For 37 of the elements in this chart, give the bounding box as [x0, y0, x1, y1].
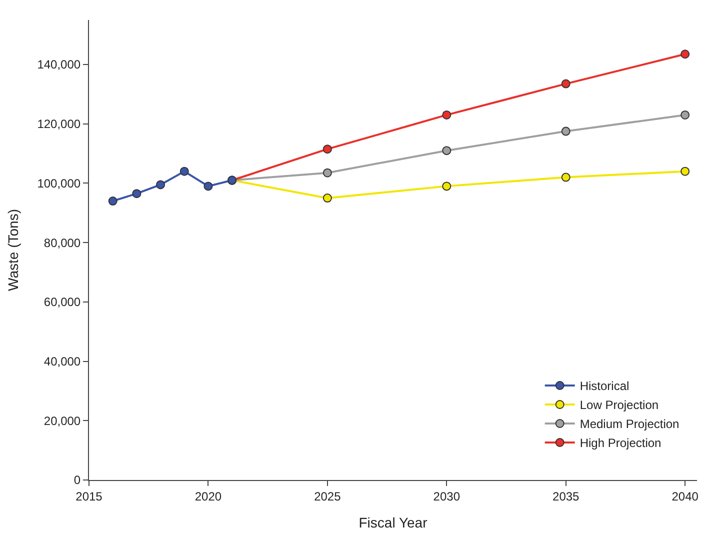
point — [180, 166, 189, 176]
point — [680, 166, 690, 176]
y-axis-title: Waste (Tons) — [4, 209, 21, 291]
point — [561, 172, 570, 182]
point — [561, 79, 570, 88]
x-tick-label: 2030 — [433, 489, 460, 504]
y-tick-label: 120,000 — [37, 117, 81, 132]
y-tick-label: 60,000 — [44, 295, 81, 310]
y-tick-label: 40,000 — [44, 354, 81, 368]
y-tick-label: 20,000 — [44, 414, 81, 428]
x-axis-title: Fiscal Year — [358, 514, 428, 531]
point — [680, 50, 690, 59]
point — [322, 168, 332, 178]
legend-label: Medium Projection — [580, 417, 680, 432]
point — [156, 180, 166, 190]
point — [108, 196, 118, 206]
y-tick-label: 0 — [74, 473, 81, 488]
point — [561, 126, 570, 136]
x-tick-label: 2015 — [76, 489, 103, 504]
legend-label: Historical — [580, 379, 630, 394]
y-tick-label: 140,000 — [37, 58, 81, 72]
point — [442, 146, 452, 156]
x-tick-label: 2020 — [194, 489, 222, 504]
point — [322, 194, 332, 203]
y-tick-label: 100,000 — [37, 176, 81, 190]
point — [680, 110, 690, 120]
legend-label: Low Projection — [580, 398, 659, 412]
point — [132, 189, 142, 198]
x-tick-label: 2035 — [552, 489, 580, 504]
point — [442, 110, 452, 120]
point — [442, 182, 452, 191]
point — [322, 144, 332, 154]
point — [204, 182, 213, 191]
x-tick-label: 2025 — [314, 489, 342, 504]
legend-label: High Projection — [580, 436, 662, 450]
x-tick-label: 2040 — [672, 489, 699, 504]
y-tick-label: 80,000 — [44, 236, 81, 250]
